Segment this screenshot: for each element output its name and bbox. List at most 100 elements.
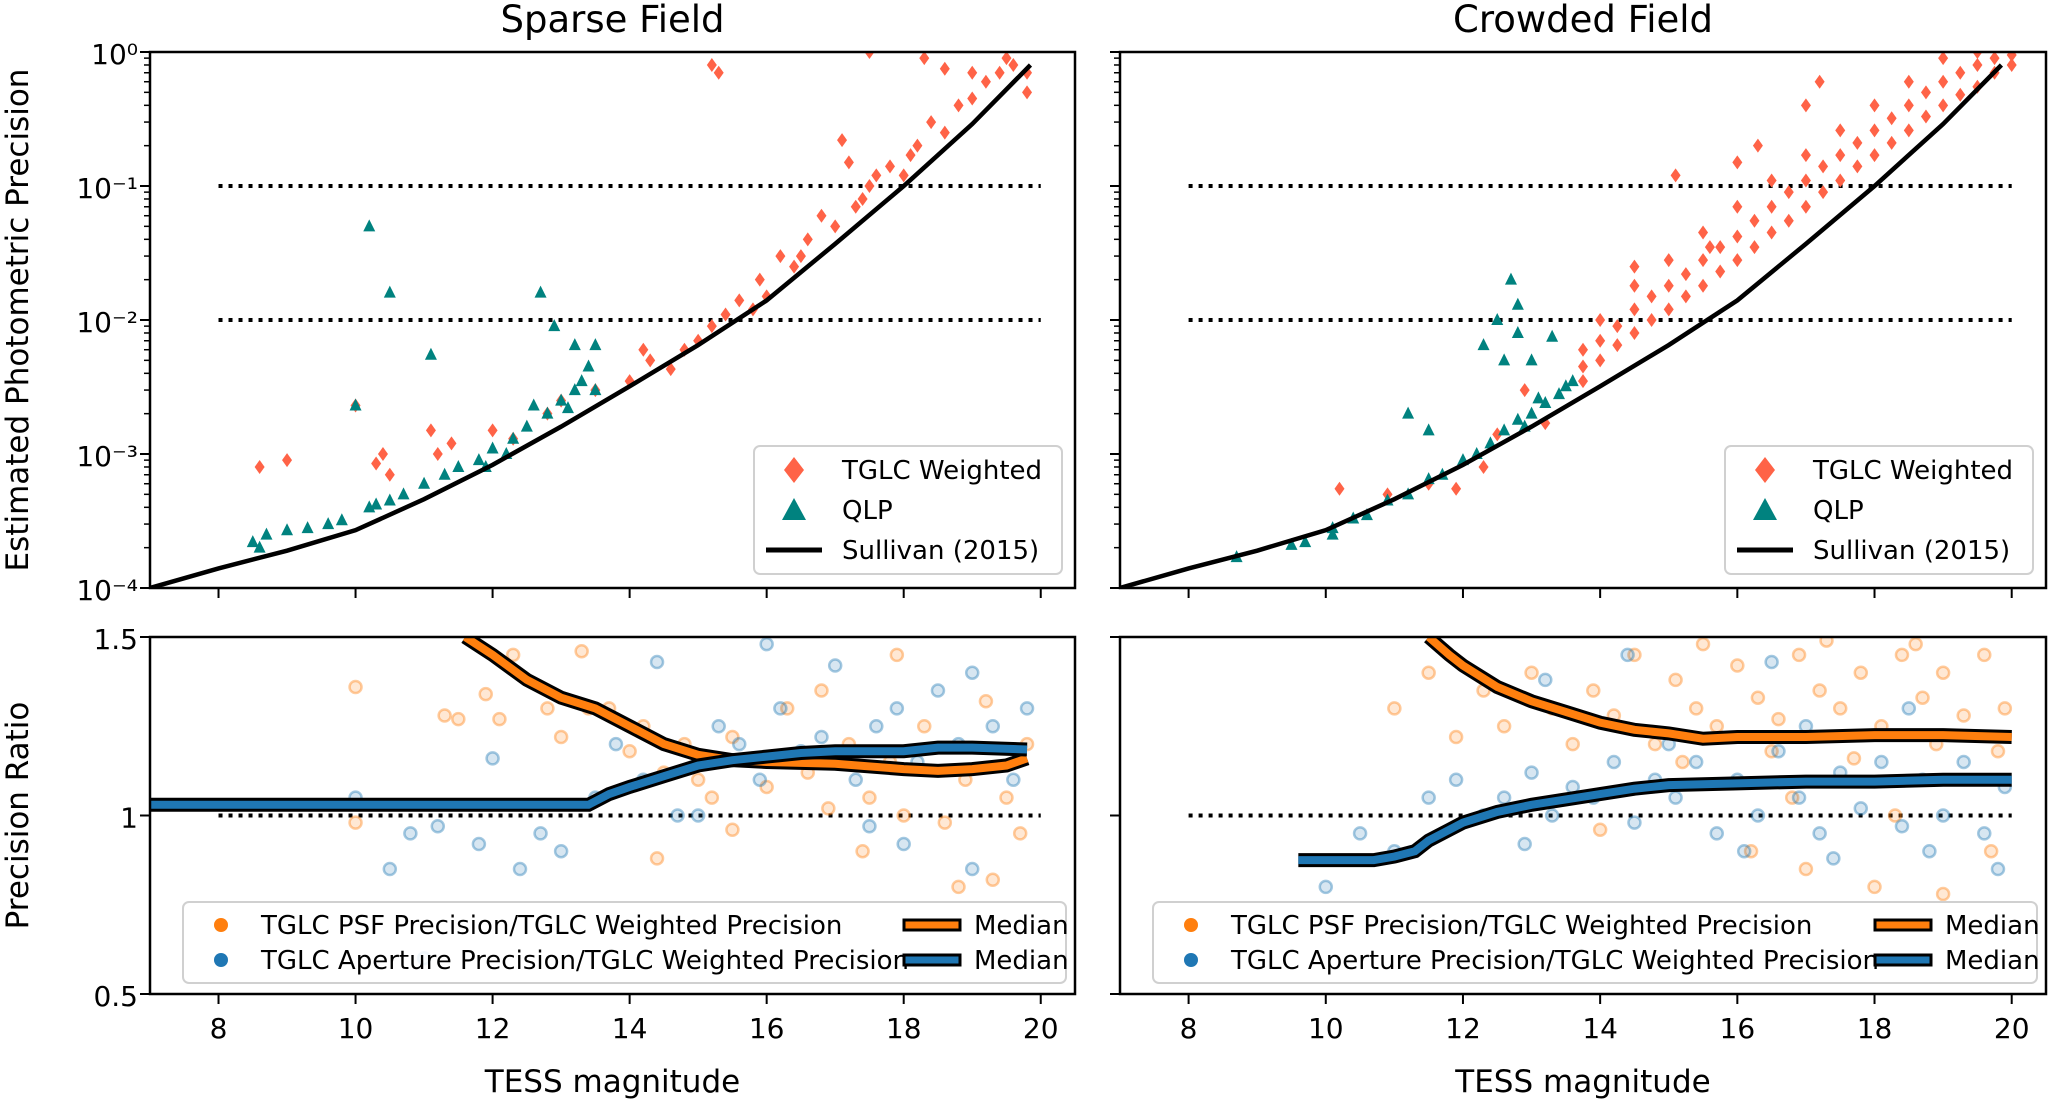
qlp-point xyxy=(561,401,574,414)
aperture-ratio-point xyxy=(1935,808,1951,823)
qlp-point xyxy=(363,219,376,232)
legend-box xyxy=(1724,445,2034,575)
tglc-weighted-point xyxy=(1938,98,1949,113)
tglc-weighted-point xyxy=(1752,138,1763,153)
qlp-point xyxy=(527,398,540,411)
tglc-weighted-point xyxy=(487,423,498,438)
psf-ratio-point xyxy=(478,686,493,702)
legend-psf-dot-icon xyxy=(214,918,228,932)
psf-ratio-point xyxy=(896,808,911,823)
tglc-weighted-point xyxy=(1732,155,1743,170)
tglc-weighted-point xyxy=(706,319,717,334)
psf-ratio-point xyxy=(1675,754,1690,770)
aperture-ratio-point xyxy=(1620,647,1635,663)
qlp-point xyxy=(568,383,581,396)
tglc-weighted-point xyxy=(1903,123,1914,138)
aperture-ratio-point xyxy=(1771,743,1786,759)
aperture-ratio-point xyxy=(985,719,1001,734)
legend-label: TGLC Weighted xyxy=(841,456,1042,486)
qlp-point xyxy=(418,476,431,489)
psf-ratio-point xyxy=(937,815,953,830)
tglc-weighted-point xyxy=(1663,302,1674,317)
tglc-weighted-point xyxy=(1698,225,1709,240)
tglc-weighted-point xyxy=(967,65,978,80)
qlp-point xyxy=(534,285,547,298)
aperture-ratio-point xyxy=(1538,672,1553,688)
aperture-ratio-point xyxy=(1688,754,1704,770)
psf-ratio-point xyxy=(1709,719,1725,734)
tglc-weighted-point xyxy=(1595,333,1606,348)
tglc-weighted-point xyxy=(1698,253,1709,268)
qlp-point xyxy=(1511,412,1524,425)
qlp-point xyxy=(424,347,437,360)
aperture-ratio-point xyxy=(964,665,980,680)
tglc-weighted-point xyxy=(1903,74,1914,89)
panel-bottom-right: 8 10 12 14 16 18 20 TESS magnitude TGLC PSF Prec… xyxy=(1110,635,2048,1100)
psf-ratio-point xyxy=(999,790,1014,805)
tglc-weighted-point xyxy=(1852,159,1863,174)
aperture-ratio-point xyxy=(1709,826,1725,841)
tglc-weighted-point xyxy=(1612,338,1623,353)
psf-ratio-point xyxy=(779,701,795,716)
plot-area xyxy=(150,52,1041,588)
tglc-weighted-point xyxy=(1852,135,1863,150)
aperture-ratio-point xyxy=(1019,701,1035,716)
aperture-ratio-point xyxy=(759,637,774,652)
x-tick-label: 8 xyxy=(210,1012,228,1045)
tglc-weighted-point xyxy=(1595,353,1606,368)
legend-label: TGLC Aperture Precision/TGLC Weighted Pr… xyxy=(260,946,909,976)
tglc-weighted-point xyxy=(898,168,909,183)
tglc-weighted-point xyxy=(1989,52,2000,66)
psf-ratio-point xyxy=(821,801,836,816)
psf-ratio-point xyxy=(1387,701,1402,716)
legend-psf-median-icon xyxy=(902,918,962,932)
psf-ratio-point xyxy=(1990,743,2006,759)
tglc-weighted-point xyxy=(1938,74,1949,89)
psf-ratio-point xyxy=(951,879,966,895)
psf-ratio-point xyxy=(649,851,665,866)
panel-title: Sparse Field xyxy=(500,0,724,41)
psf-ratio-point xyxy=(1935,886,1951,902)
qlp-point xyxy=(472,453,485,466)
qlp-point xyxy=(438,467,451,480)
psf-ratio-point xyxy=(348,815,363,830)
tglc-weighted-point xyxy=(1698,278,1709,293)
legend-psf-median-icon xyxy=(1873,918,1933,932)
tglc-weighted-point xyxy=(967,91,978,106)
tglc-weighted-point xyxy=(1451,481,1462,496)
tglc-weighted-point xyxy=(1955,87,1966,102)
sullivan-curve xyxy=(1120,63,2004,588)
tglc-weighted-point xyxy=(1835,148,1846,163)
aperture-ratio-point xyxy=(1668,790,1683,805)
psf-ratio-point xyxy=(1771,711,1786,727)
tglc-weighted-point xyxy=(1680,267,1691,282)
tglc-weighted-point xyxy=(850,199,861,214)
tglc-weighted-point xyxy=(919,52,930,66)
psf-ratio-point xyxy=(725,822,740,838)
tglc-weighted-point xyxy=(1835,173,1846,188)
tglc-weighted-point xyxy=(1629,302,1640,317)
psf-ratio-point xyxy=(1668,672,1683,688)
tglc-weighted-point xyxy=(1663,278,1674,293)
qlp-point xyxy=(1539,396,1552,409)
aperture-ratio-point xyxy=(1496,790,1512,805)
qlp-point xyxy=(335,513,348,526)
tglc-weighted-point xyxy=(1814,74,1825,89)
y-axis-label: Precision Ratio xyxy=(0,702,36,930)
tglc-weighted-point xyxy=(1869,148,1880,163)
tglc-weighted-point xyxy=(384,467,395,482)
tglc-weighted-point xyxy=(816,208,827,223)
qlp-point xyxy=(1546,329,1559,342)
legend-box xyxy=(753,445,1063,575)
psf-ratio-point xyxy=(1496,719,1512,734)
psf-ratio-point xyxy=(1791,647,1807,663)
tglc-weighted-point xyxy=(994,65,1005,80)
aperture-ratio-point xyxy=(752,772,768,788)
psf-ratio-point xyxy=(1421,665,1436,680)
tglc-weighted-point xyxy=(1663,253,1674,268)
x-tick-label: 10 xyxy=(338,1012,374,1045)
series-tglc-aperture-precision-tglc-weighted-precision xyxy=(1318,647,2013,895)
legend-label: Median xyxy=(974,911,1069,941)
legend: TGLC PSF Precision/TGLC Weighted Precisi… xyxy=(1152,901,2040,984)
psf-ratio-point xyxy=(1915,690,1930,705)
